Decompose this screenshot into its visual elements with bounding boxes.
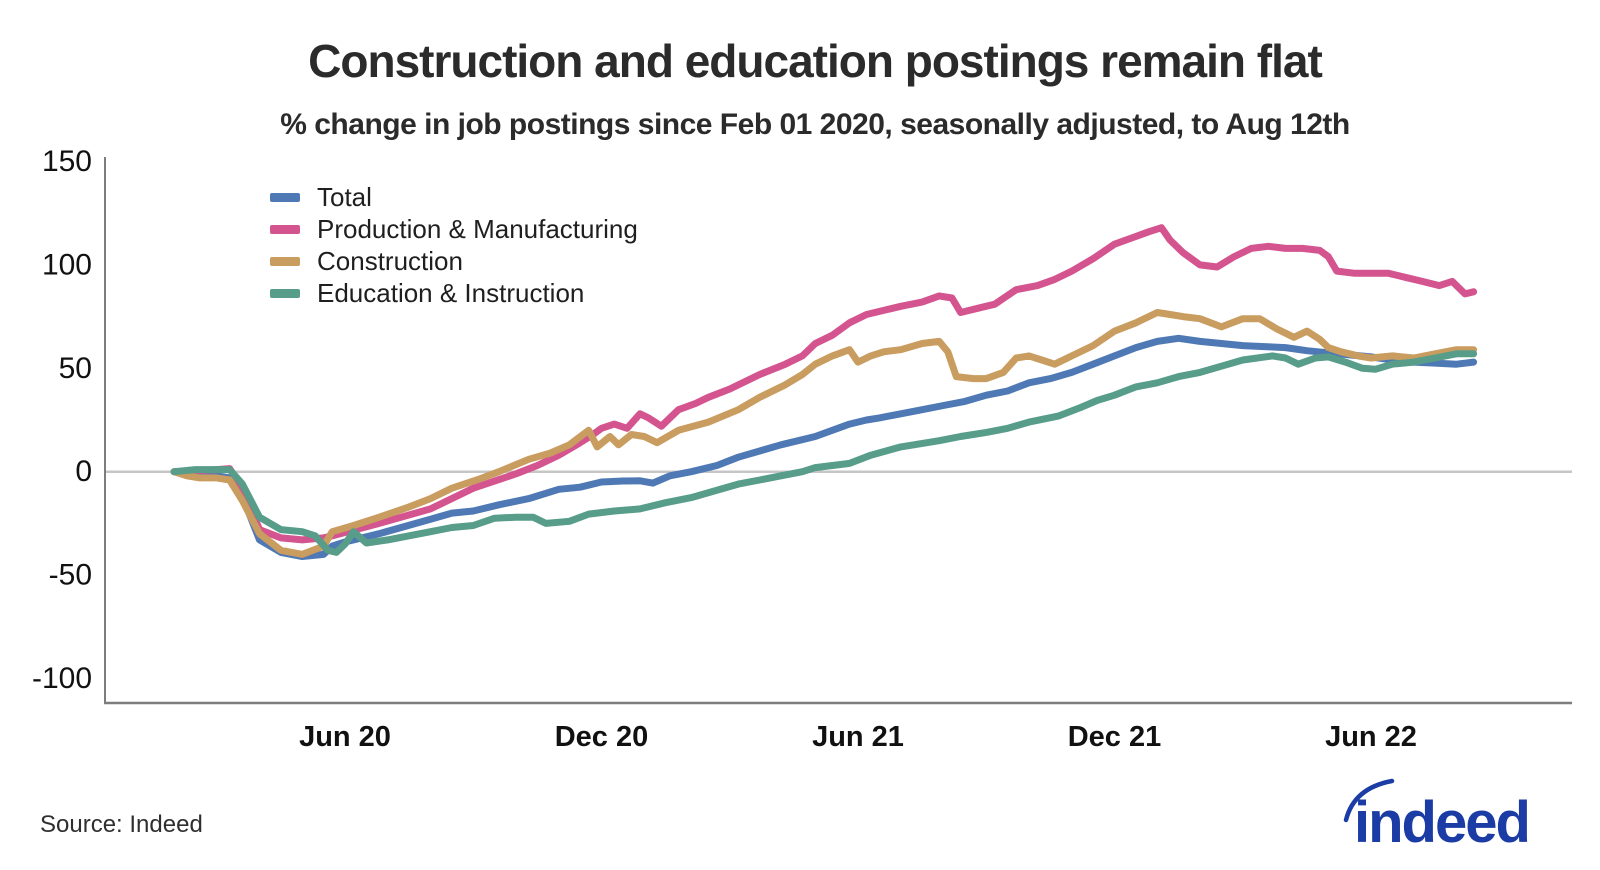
legend-item-education-instruction: Education & Instruction [270,277,638,309]
source-note: Source: Indeed [40,811,203,838]
legend-item-total: Total [270,181,638,213]
legend-swatch-education-instruction [270,288,300,298]
legend-swatch-total [270,192,300,202]
legend-label: Construction [317,245,463,276]
indeed-logo-arc-icon [1343,778,1395,823]
y-tick-label: -50 [49,559,92,592]
legend-swatch-construction [270,256,300,266]
x-tick-label: Jun 20 [299,721,391,753]
chart-subtitle: % change in job postings since Feb 01 20… [280,108,1350,141]
legend-label: Total [317,181,372,212]
legend-item-construction: Construction [270,245,638,277]
legend-label: Education & Instruction [317,277,585,308]
y-tick-label: 0 [75,455,92,488]
x-tick-label: Jun 21 [812,721,904,753]
legend-item-production-manufacturing: Production & Manufacturing [270,213,638,245]
series-line-construction [170,309,1478,558]
series-line-production-manufacturing [170,224,1478,544]
y-tick-label: 50 [59,352,92,385]
x-tick-label: Dec 21 [1068,721,1162,753]
svg-text:indeed: indeed [1354,790,1529,852]
x-tick-label: Dec 20 [555,721,649,753]
indeed-logo: indeed [1340,772,1555,855]
chart-title: Construction and education postings rema… [308,35,1323,87]
series-line-education-instruction [170,350,1478,556]
y-tick-label: 150 [42,145,92,178]
x-tick-label: Jun 22 [1325,721,1417,753]
legend-label: Production & Manufacturing [317,213,638,244]
legend-swatch-production-manufacturing [270,224,300,234]
y-tick-label: 100 [42,248,92,281]
chart-legend: Total Production & Manufacturing Constru… [270,181,638,309]
y-tick-label: -100 [32,662,92,695]
